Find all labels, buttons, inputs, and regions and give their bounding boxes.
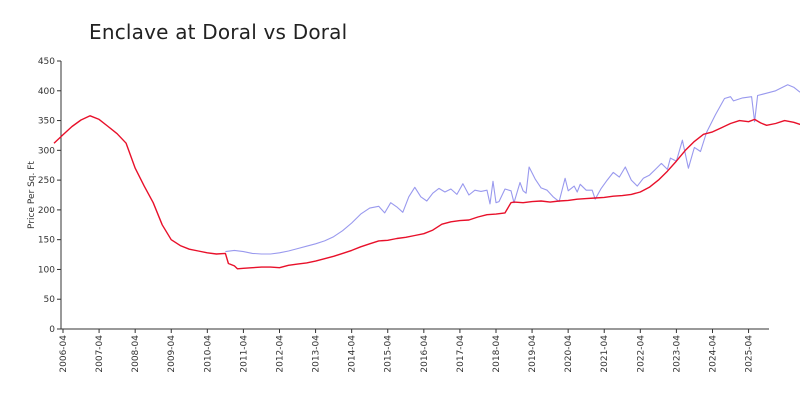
x-tick-label: 2016-04 xyxy=(420,335,430,373)
x-tick-label: 2019-04 xyxy=(528,335,538,373)
x-tick-label: 2014-04 xyxy=(348,335,358,373)
x-tick-label: 2009-04 xyxy=(167,335,177,373)
y-tick-label: 100 xyxy=(38,265,55,275)
series-layer xyxy=(53,84,800,270)
x-tick-label: 2021-04 xyxy=(600,335,610,373)
x-tick-label: 2023-04 xyxy=(672,335,682,373)
y-tick-label: 0 xyxy=(49,325,55,335)
x-tick-label: 2020-04 xyxy=(564,335,574,373)
x-axis: 2006-04 2007-04 2008-04 2009-04 2010-04 2011-… xyxy=(59,328,769,373)
y-tick-label: 150 xyxy=(38,236,55,246)
x-tick-label: 2015-04 xyxy=(384,335,394,373)
x-tick-label: 2018-04 xyxy=(492,335,502,373)
y-tick-label: 200 xyxy=(38,206,55,216)
x-tick-label: 2013-04 xyxy=(312,335,322,373)
x-tick-label: 2007-04 xyxy=(95,335,105,373)
series-line-0 xyxy=(53,115,800,270)
x-tick-label: 2022-04 xyxy=(636,335,646,373)
y-axis: 0 50 100 150 200 250 300 350 400 450 xyxy=(38,57,62,335)
series-line-1 xyxy=(225,84,800,255)
x-tick-label: 2024-04 xyxy=(708,335,718,373)
x-tick-label: 2017-04 xyxy=(456,335,466,373)
x-tick-label: 2008-04 xyxy=(131,335,141,373)
y-tick-label: 50 xyxy=(44,295,56,305)
x-tick-label: 2011-04 xyxy=(239,335,249,373)
x-tick-label: 2025-04 xyxy=(745,335,755,373)
x-tick-label: 2010-04 xyxy=(203,335,213,373)
y-tick-label: 250 xyxy=(38,176,55,186)
y-axis-label: Price Per Sq. Ft xyxy=(27,161,37,229)
y-tick-label: 350 xyxy=(38,117,55,127)
x-tick-label: 2006-04 xyxy=(59,335,69,373)
y-tick-label: 450 xyxy=(38,57,55,67)
chart-title: Enclave at Doral vs Doral xyxy=(89,20,348,44)
x-tick-label: 2012-04 xyxy=(275,335,285,373)
y-tick-label: 400 xyxy=(38,87,55,97)
y-tick-label: 300 xyxy=(38,146,55,156)
